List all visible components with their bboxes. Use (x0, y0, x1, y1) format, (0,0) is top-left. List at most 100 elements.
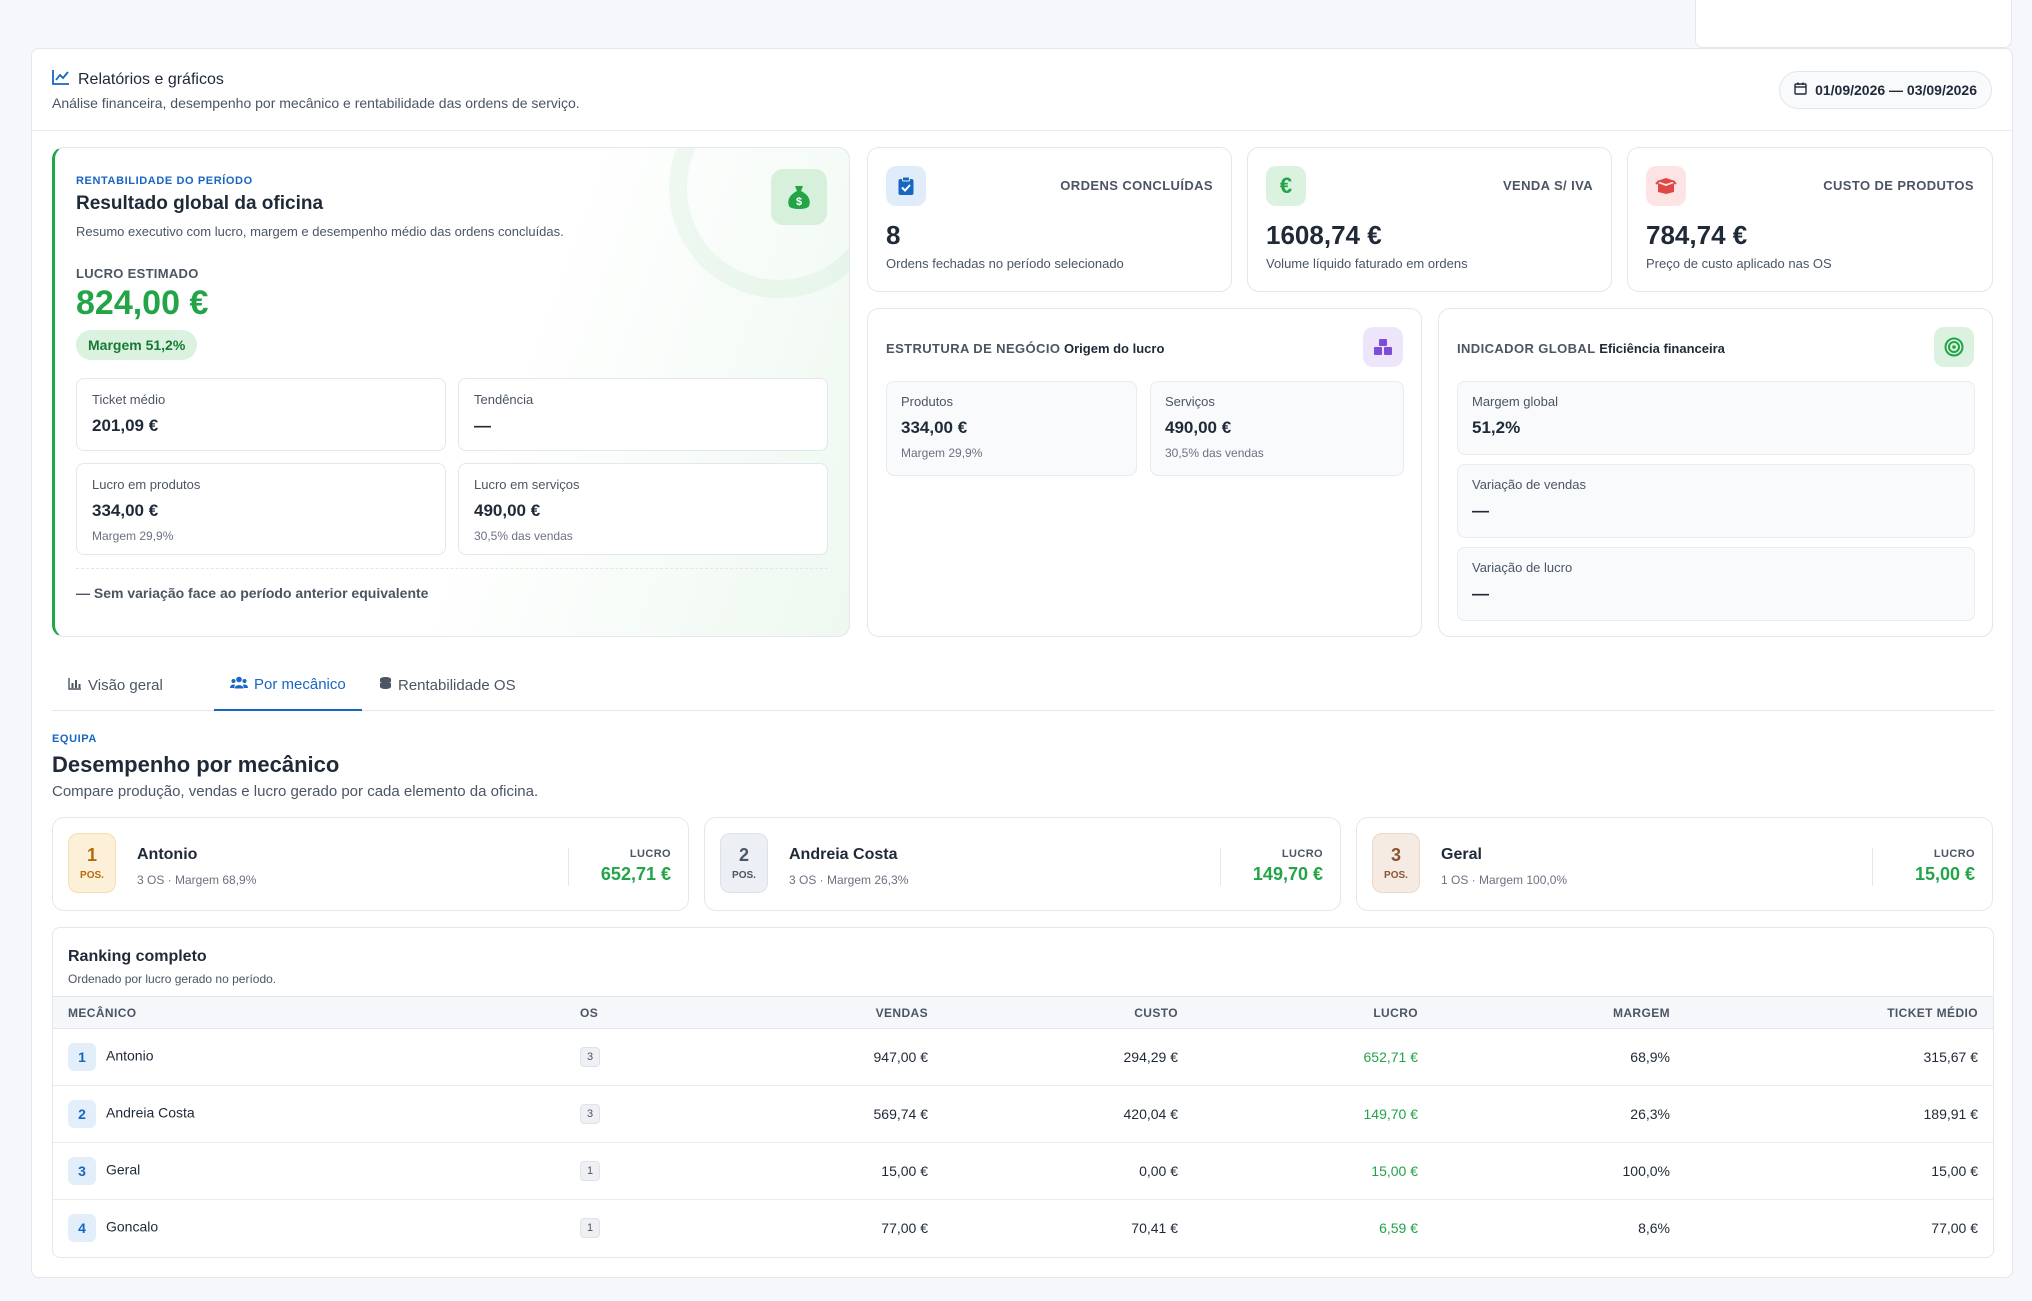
row-ticket: 315,67 € (1685, 1028, 1993, 1086)
row-profit: 6,59 € (1379, 1219, 1418, 1236)
stat-orders-desc: Ordens fechadas no período selecionado (886, 256, 1124, 271)
ranking-title: Ranking completo (68, 948, 207, 965)
stat-cost-desc: Preço de custo aplicado nas OS (1646, 256, 1832, 271)
ticket-average-tile: Ticket médio 201,09 € (76, 378, 446, 451)
mechanic-card-2[interactable]: 2 POS. Andreia Costa 3 OS · Margem 26,3%… (704, 817, 1341, 911)
row-cost: 70,41 € (1131, 1219, 1178, 1236)
row-profit: 652,71 € (1193, 1028, 1433, 1086)
margin-badge: Margem 51,2% (76, 330, 198, 360)
origin-products-value: 334,00 € (901, 418, 968, 437)
variation-footnote: — Sem variação face ao período anterior … (76, 585, 429, 601)
row-sales: 77,00 € (881, 1219, 928, 1236)
services-profit-value: 490,00 € (474, 501, 541, 520)
hero-title: Resultado global da oficina (76, 193, 324, 214)
card-divider (1872, 848, 1873, 886)
tab-overview-label: Visão geral (88, 676, 163, 694)
column-header-os[interactable]: OS (580, 1005, 599, 1020)
top-panel-stub (1695, 0, 2012, 48)
products-profit-label: Lucro em produtos (92, 477, 201, 492)
box-open-icon (1646, 166, 1686, 206)
os-count-badge: 1 (580, 1217, 600, 1238)
rank-badge: 2 (68, 1100, 96, 1128)
mechanic-profit-label: LUCRO (1933, 848, 1975, 860)
stat-sales-desc: Volume líquido faturado em ordens (1266, 256, 1468, 271)
position-badge: 1 POS. (68, 833, 116, 893)
mechanic-profit-label: LUCRO (1281, 848, 1323, 860)
tab-os-profitability[interactable]: Rentabilidade OS (363, 659, 532, 711)
mechanic-card-1[interactable]: 1 POS. Antonio 3 OS · Margem 68,9% LUCRO… (52, 817, 689, 911)
mechanic-card-3[interactable]: 3 POS. Geral 1 OS · Margem 100,0% LUCRO … (1356, 817, 1993, 911)
row-ticket: 189,91 € (1685, 1085, 1993, 1143)
column-header-sales[interactable]: VENDAS (875, 1005, 928, 1020)
origin-products-tile: Produtos 334,00 € Margem 29,9% (886, 381, 1137, 476)
row-profit: 15,00 € (1193, 1142, 1433, 1200)
row-mechanic-name: Antonio (106, 1047, 154, 1064)
row-cost: 294,29 € (943, 1028, 1193, 1086)
report-tabs: Visão geral Por mecânico Rentabilidade O… (52, 659, 1994, 711)
mechanic-meta: 3 OS · Margem 68,9% (137, 873, 257, 887)
column-header-profit[interactable]: LUCRO (1373, 1005, 1418, 1020)
row-mechanic-name: Geral (106, 1161, 141, 1178)
page-title-text: Relatórios e gráficos (78, 70, 224, 88)
reports-header: Relatórios e gráficos Análise financeira… (32, 49, 2012, 131)
trend-tile: Tendência — (458, 378, 828, 451)
services-profit-label: Lucro em serviços (474, 477, 580, 492)
global-margin-tile: Margem global 51,2% (1457, 381, 1975, 455)
ranking-card: Ranking completo Ordenado por lucro gera… (52, 927, 1994, 1258)
stat-cost-value: 784,74 € (1646, 220, 1748, 250)
coins-icon (379, 676, 392, 694)
tab-by-mechanic[interactable]: Por mecânico (214, 659, 362, 711)
products-profit-note: Margem 29,9% (92, 529, 174, 543)
stat-card-cost: CUSTO DE PRODUTOS 784,74 € Preço de cust… (1627, 147, 1993, 292)
position-badge: 2 POS. (720, 833, 768, 893)
mechanic-name: Andreia Costa (789, 846, 898, 863)
origin-products-label: Produtos (901, 394, 954, 409)
sales-variation-label: Variação de vendas (1472, 477, 1586, 492)
table-row[interactable]: 2 Andreia Costa 3 569,74 € 420,04 € 149,7… (53, 1085, 1993, 1143)
global-result-card: RENTABILIDADE DO PERÍODO Resultado globa… (52, 147, 850, 637)
table-row[interactable]: 3 Geral 1 15,00 € 0,00 € 15,00 € 100,0% 1… (53, 1142, 1993, 1200)
line-chart-icon (52, 69, 70, 90)
reports-panel: Relatórios e gráficos Análise financeira… (31, 48, 2013, 1278)
profit-origin-title: ESTRUTURA DE NEGÓCIO Origem do lucro (886, 341, 1165, 356)
column-header-mechanic[interactable]: MECÂNICO (68, 1005, 137, 1020)
row-margin: 26,3% (1433, 1085, 1685, 1143)
profit-value: 824,00 € (76, 284, 209, 322)
row-margin: 68,9% (1433, 1028, 1685, 1086)
table-row[interactable]: 1 Antonio 3 947,00 € 294,29 € 652,71 € 68… (53, 1028, 1993, 1086)
rank-badge: 1 (68, 1043, 96, 1071)
trend-value: — (474, 416, 491, 435)
stat-orders-value: 8 (886, 220, 901, 250)
stat-card-sales: € VENDA S/ IVA 1608,74 € Volume líquido … (1247, 147, 1612, 292)
mechanic-name: Antonio (137, 846, 198, 863)
row-sales: 947,00 € (643, 1028, 943, 1086)
profit-origin-card: ESTRUTURA DE NEGÓCIO Origem do lucro Pro… (867, 308, 1422, 637)
page-title: Relatórios e gráficos (52, 69, 224, 90)
profit-variation-label: Variação de lucro (1472, 560, 1573, 575)
column-header-ticket[interactable]: TICKET MÉDIO (1887, 1005, 1978, 1020)
column-header-margin[interactable]: MARGEM (1612, 1005, 1670, 1020)
os-count-badge: 3 (580, 1047, 600, 1067)
table-header-row: MECÂNICO OS VENDAS CUSTO LUCRO MARGEM TI… (53, 996, 1993, 1029)
ticket-average-label: Ticket médio (92, 392, 166, 407)
sales-variation-value: — (1472, 501, 1489, 520)
card-divider (568, 848, 569, 886)
row-ticket: 77,00 € (1931, 1219, 1978, 1236)
stat-cost-label: CUSTO DE PRODUTOS (1823, 178, 1974, 193)
section-title: Desempenho por mecânico (52, 752, 340, 777)
tab-overview[interactable]: Visão geral (52, 659, 179, 711)
os-count-badge: 1 (580, 1161, 600, 1181)
ticket-average-value: 201,09 € (92, 416, 159, 435)
products-profit-value: 334,00 € (92, 501, 159, 520)
date-range-picker[interactable]: 01/09/2026 — 03/09/2026 (1779, 71, 1992, 109)
column-header-cost[interactable]: CUSTO (1134, 1005, 1178, 1020)
stat-sales-value: 1608,74 € (1266, 220, 1382, 250)
table-row[interactable]: 4 Goncalo 1 77,00 € 70,41 € 6,59 € 8,6% 7… (53, 1200, 1993, 1256)
hero-eyebrow: RENTABILIDADE DO PERÍODO (76, 175, 253, 187)
mechanic-profit-value: 652,71 € (600, 864, 671, 884)
mechanic-profit-value: 15,00 € (1914, 864, 1975, 884)
row-mechanic-name: Goncalo (106, 1218, 159, 1235)
date-range-text: 01/09/2026 — 03/09/2026 (1815, 82, 1977, 98)
hero-divider (76, 568, 828, 569)
row-margin: 8,6% (1638, 1219, 1670, 1236)
